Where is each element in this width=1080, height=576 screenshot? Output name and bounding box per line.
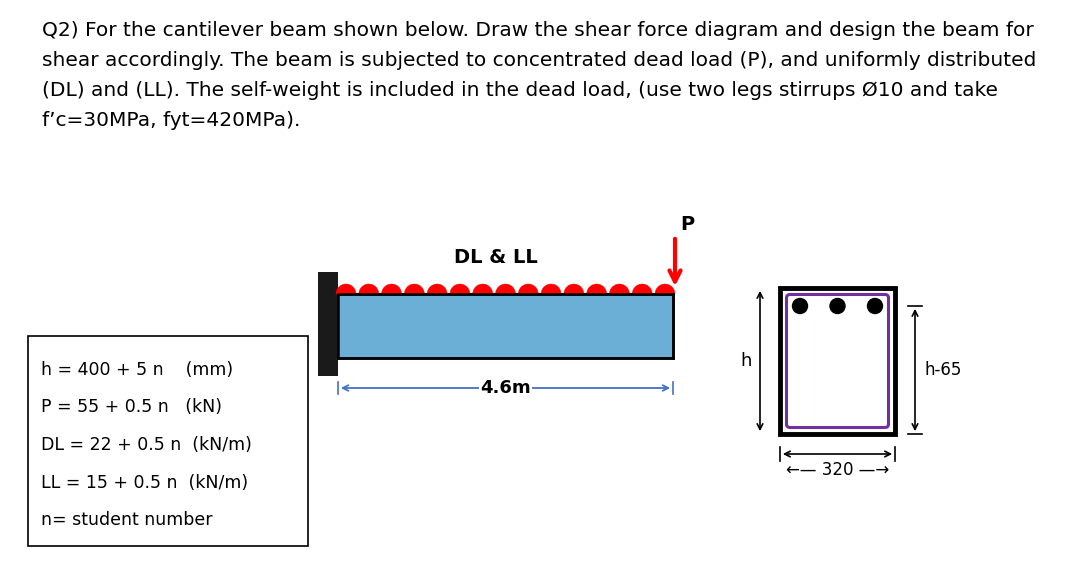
- Text: Q2) For the cantilever beam shown below. Draw the shear force diagram and design: Q2) For the cantilever beam shown below.…: [42, 21, 1034, 40]
- Wedge shape: [609, 284, 630, 294]
- Wedge shape: [381, 284, 402, 294]
- Text: shear accordingly. The beam is subjected to concentrated dead load (P), and unif: shear accordingly. The beam is subjected…: [42, 51, 1037, 70]
- Text: DL & LL: DL & LL: [454, 248, 538, 267]
- Text: DL = 22 + 0.5 n  (kN/m): DL = 22 + 0.5 n (kN/m): [41, 436, 252, 454]
- Wedge shape: [404, 284, 424, 294]
- Wedge shape: [496, 284, 515, 294]
- Text: h: h: [741, 352, 752, 370]
- Text: LL = 15 + 0.5 n  (kN/m): LL = 15 + 0.5 n (kN/m): [41, 473, 248, 491]
- Text: n= student number: n= student number: [41, 511, 213, 529]
- Wedge shape: [564, 284, 584, 294]
- Wedge shape: [336, 284, 356, 294]
- Bar: [338, 294, 673, 358]
- Text: P: P: [680, 215, 694, 234]
- Circle shape: [831, 298, 845, 313]
- Wedge shape: [632, 284, 652, 294]
- Text: ←— 320 —→: ←— 320 —→: [786, 461, 889, 479]
- Wedge shape: [473, 284, 492, 294]
- Wedge shape: [359, 284, 379, 294]
- Text: h-65: h-65: [924, 361, 962, 379]
- Circle shape: [867, 298, 882, 313]
- Wedge shape: [428, 284, 447, 294]
- Text: (DL) and (LL). The self-weight is included in the dead load, (use two legs stirr: (DL) and (LL). The self-weight is includ…: [42, 81, 998, 100]
- Wedge shape: [541, 284, 562, 294]
- Bar: [28, 336, 308, 546]
- Text: P = 55 + 0.5 n   (kN): P = 55 + 0.5 n (kN): [41, 399, 222, 416]
- Text: 4.6m: 4.6m: [481, 379, 530, 397]
- Wedge shape: [518, 284, 538, 294]
- Bar: [318, 272, 338, 376]
- Wedge shape: [586, 284, 607, 294]
- Circle shape: [793, 298, 808, 313]
- Bar: [780, 288, 895, 434]
- Text: h = 400 + 5 n    (mm): h = 400 + 5 n (mm): [41, 361, 233, 379]
- Wedge shape: [450, 284, 470, 294]
- Text: f’c=30MPa, fyt=420MPa).: f’c=30MPa, fyt=420MPa).: [42, 111, 300, 130]
- Wedge shape: [654, 284, 675, 294]
